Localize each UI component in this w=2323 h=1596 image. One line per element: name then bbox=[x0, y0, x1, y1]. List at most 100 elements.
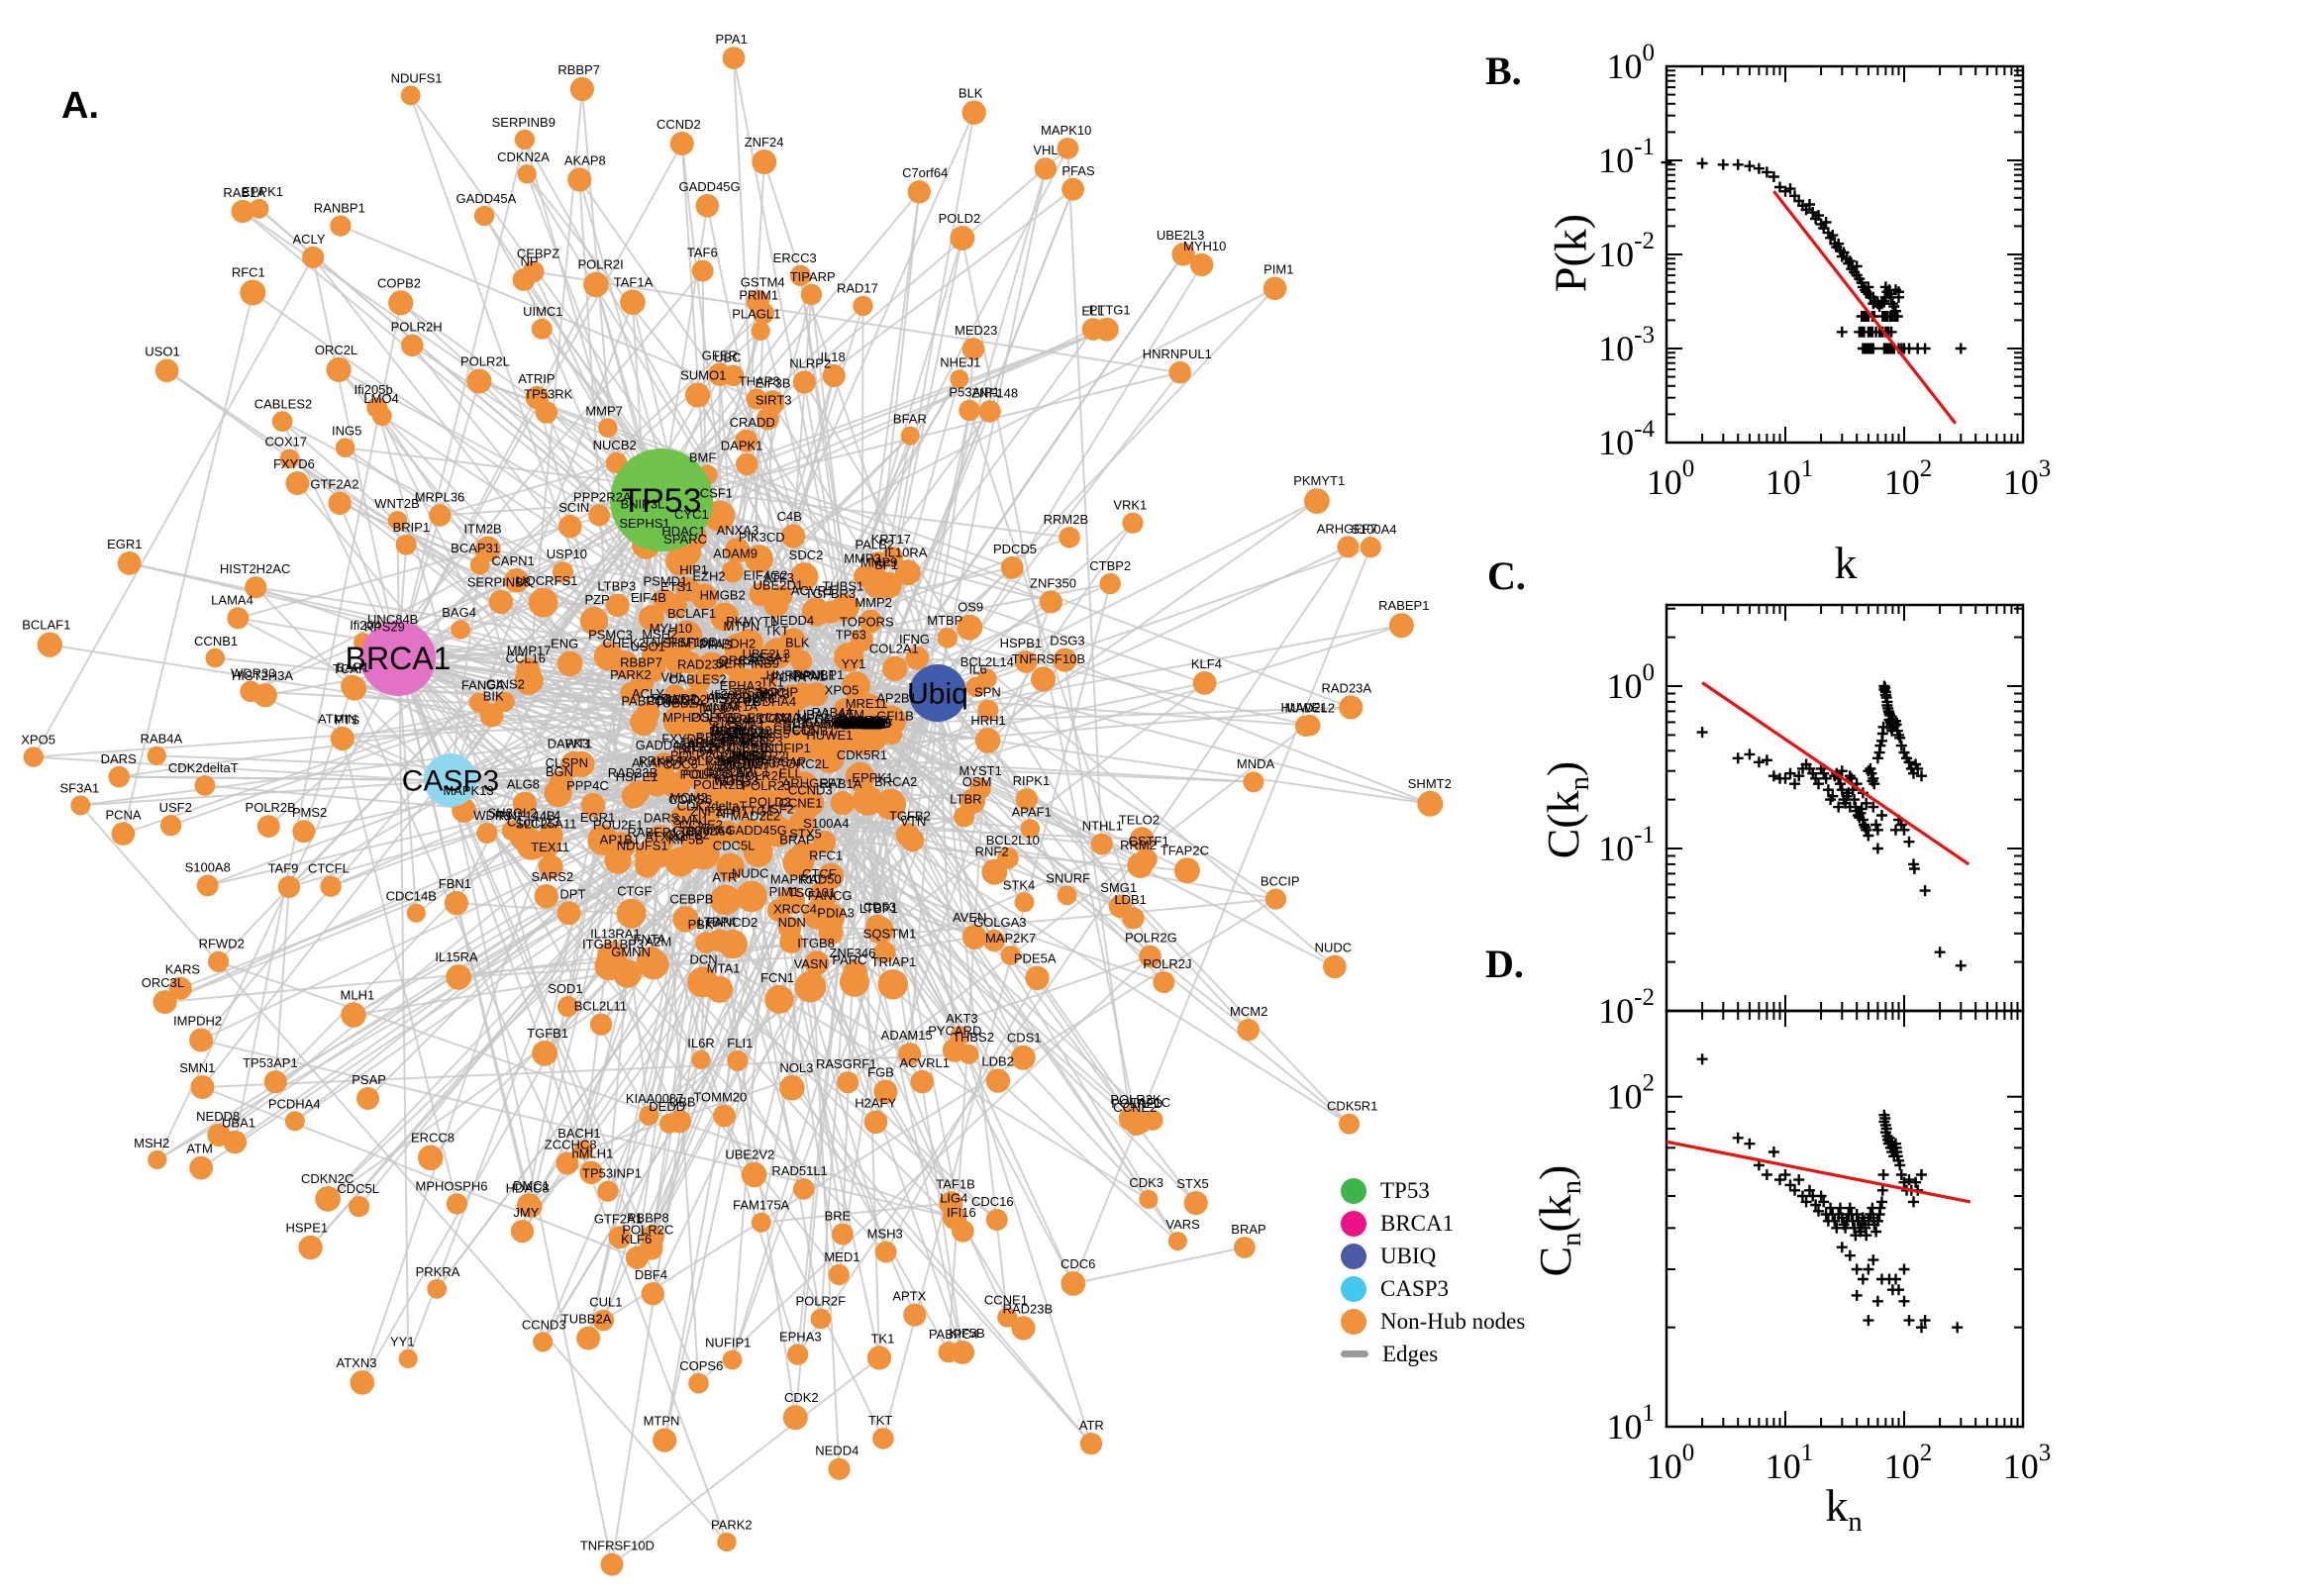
network-node-label: SF3A1 bbox=[60, 780, 100, 795]
hub-node-brca1 bbox=[360, 621, 436, 696]
network-node-label: S100A4 bbox=[1351, 522, 1396, 537]
network-node-label: POLR2C bbox=[680, 766, 732, 781]
network-node-label: PDCD5 bbox=[993, 542, 1037, 556]
network-node-label: CDC16 bbox=[773, 722, 816, 737]
network-node-label: LDB2 bbox=[845, 715, 877, 730]
network-node-label: COPS6 bbox=[668, 792, 712, 807]
network-node-label: RABEP1 bbox=[1378, 598, 1429, 613]
network-node-label: HNRNPUL1 bbox=[766, 667, 836, 682]
network-node bbox=[504, 568, 529, 593]
network-node bbox=[789, 264, 812, 286]
network-node bbox=[1031, 666, 1057, 692]
network-node-label: IL6R bbox=[687, 1036, 714, 1050]
network-node-label: MTPN bbox=[723, 619, 759, 634]
network-node-label: ZCCHC8 bbox=[837, 717, 889, 732]
network-node-label: RNF144B bbox=[499, 809, 556, 824]
network-node bbox=[606, 593, 630, 618]
network-node bbox=[398, 1348, 418, 1368]
network-node-label: GTF2A2 bbox=[703, 764, 752, 779]
network-node bbox=[600, 1552, 624, 1576]
network-node-label: ORC3L bbox=[719, 653, 761, 668]
network-node-label: UBA1 bbox=[222, 1116, 255, 1131]
plot-c: 10-2 10-1 100 bbox=[1598, 603, 2025, 1031]
network-node-label: DAPK1 bbox=[721, 439, 763, 453]
network-node-label: JMY bbox=[744, 756, 769, 771]
network-node-label: MED1 bbox=[706, 757, 742, 772]
network-node-label: ATRIP bbox=[518, 371, 555, 386]
network-node-label: ENG bbox=[551, 637, 578, 651]
network-node bbox=[277, 875, 301, 898]
network-node bbox=[854, 565, 875, 587]
network-node-label: VASN bbox=[794, 956, 828, 971]
network-node-label: SDC2 bbox=[789, 548, 824, 562]
network-node-label: TAF9 bbox=[697, 701, 728, 716]
network-node-label: TP53RK bbox=[524, 386, 572, 401]
network-node bbox=[866, 1346, 892, 1370]
network-node-label: TCAP bbox=[843, 716, 877, 731]
network-node bbox=[444, 891, 468, 916]
network-node-label: XRCC4 bbox=[773, 901, 817, 916]
network-node-label: USO1 bbox=[630, 640, 664, 654]
network-node-label: CTBP2 bbox=[1089, 558, 1131, 573]
network-node bbox=[985, 1209, 1008, 1231]
network-node bbox=[952, 1220, 974, 1243]
network-node-label: NUFIP1 bbox=[765, 741, 811, 755]
network-node-label: TCAP bbox=[333, 661, 367, 676]
network-node-label: ZNF24 bbox=[745, 135, 784, 150]
network-node-label: EPPK1 bbox=[242, 184, 283, 199]
network-node-label: TRIAP1 bbox=[871, 954, 917, 969]
network-node bbox=[335, 438, 355, 458]
network-node bbox=[70, 795, 91, 816]
panel-label-c: C. bbox=[1487, 553, 1526, 598]
network-node-label: PCDHA4 bbox=[744, 694, 796, 709]
network-node-label: CRADD bbox=[730, 415, 775, 430]
network-node bbox=[593, 642, 624, 671]
network-node-label: UBE2D1 bbox=[754, 577, 804, 592]
network-node bbox=[752, 302, 775, 325]
network-node-label: MED1 bbox=[824, 1249, 859, 1264]
network-node-label: TGFBR3 bbox=[805, 586, 856, 601]
network-node-label: hMLH1 bbox=[843, 716, 884, 731]
network-node bbox=[985, 1068, 1011, 1093]
network-node-label: PABPC4 bbox=[929, 1327, 978, 1342]
network-node-label: HNRNPUL1 bbox=[1143, 347, 1212, 361]
network-node bbox=[828, 1263, 850, 1286]
network-node-label: RAD51L1 bbox=[831, 715, 886, 730]
network-node-label: POLR2G bbox=[670, 748, 723, 762]
network-node-label: ING5 bbox=[760, 727, 790, 742]
network-node-label: HIST2H3A bbox=[232, 668, 293, 683]
network-node-label: HRH1 bbox=[970, 713, 1005, 728]
network-node bbox=[532, 1041, 557, 1066]
network-node bbox=[1094, 317, 1119, 342]
network-node-label: CDC6 bbox=[1060, 1256, 1095, 1271]
plot-c-points bbox=[1696, 680, 1967, 971]
network-node-label: PYCARD bbox=[928, 1024, 981, 1039]
network-node-label: THAP8 bbox=[739, 374, 780, 389]
network-node bbox=[1262, 276, 1287, 301]
tick-label: 101 bbox=[1607, 1400, 1656, 1446]
network-node-label: NEDD8 bbox=[196, 1109, 240, 1124]
network-node-label: SUMO1 bbox=[680, 367, 726, 382]
network-node-label: SF3A1 bbox=[750, 650, 789, 665]
network-node bbox=[620, 289, 646, 316]
network-node-label: CDC5L bbox=[713, 839, 756, 853]
network-node bbox=[1099, 572, 1121, 595]
network-node-label: COPB2 bbox=[377, 275, 421, 290]
network-node bbox=[881, 547, 903, 568]
network-node-label: UIMC1 bbox=[730, 764, 769, 779]
network-node-label: AP2B1 bbox=[876, 691, 916, 706]
network-node-label: ELL bbox=[1081, 303, 1104, 318]
network-node-label: HSPE1 bbox=[616, 769, 658, 784]
network-node bbox=[616, 898, 647, 929]
network-node-label: MNDA bbox=[1237, 756, 1275, 771]
network-node bbox=[865, 914, 888, 938]
network-node-label: MTA1 bbox=[707, 961, 741, 976]
network-node-label: POLR2F bbox=[673, 740, 724, 754]
network-node-label: TNFRSF10D bbox=[644, 635, 718, 649]
network-node-label: CYC1 bbox=[674, 507, 709, 522]
network-node-label: UBB bbox=[669, 1095, 696, 1110]
network-node bbox=[977, 699, 999, 721]
network-node bbox=[858, 609, 883, 634]
plot-d-points bbox=[1696, 1053, 1964, 1334]
